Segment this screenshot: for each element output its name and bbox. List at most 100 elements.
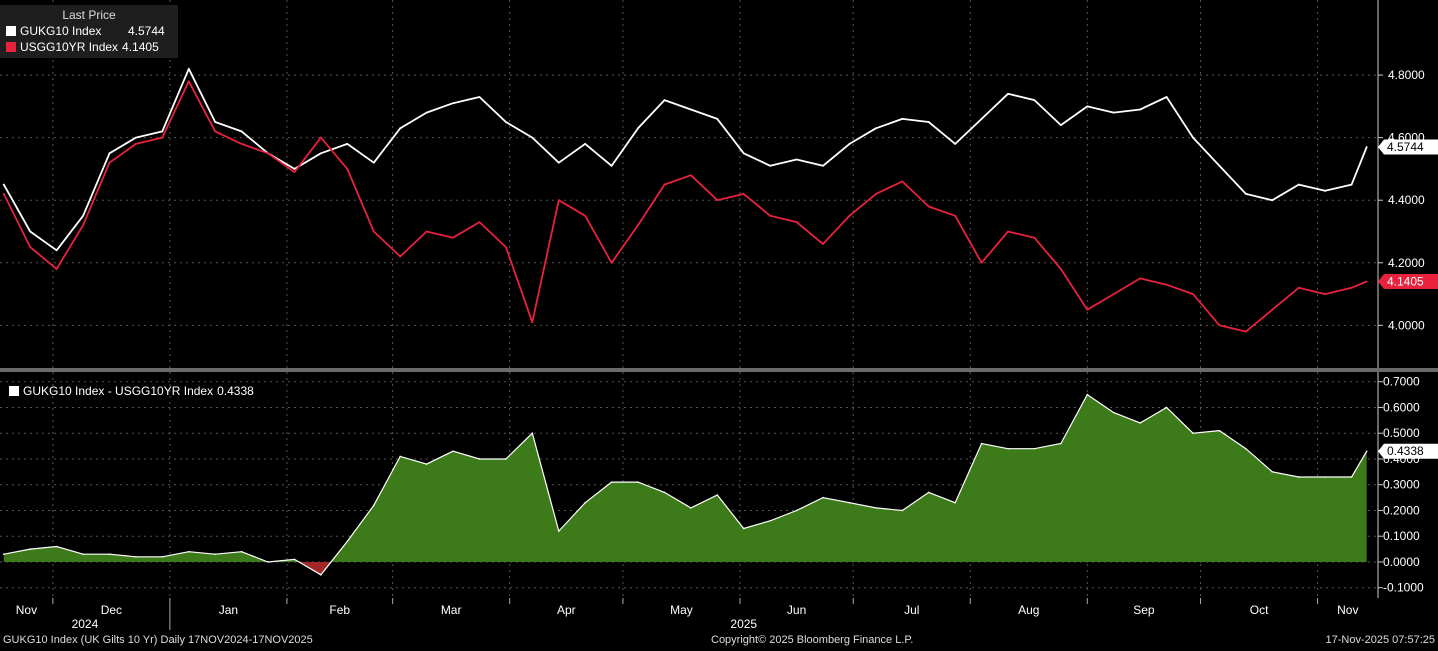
uk-point [2,183,5,186]
us-point [1192,293,1194,295]
uk-value: 4.5744 [128,24,165,38]
us-point [135,142,137,145]
us-point [557,199,560,202]
us-point [610,261,613,264]
uk-point [320,152,322,155]
uk-point [1007,92,1009,95]
spread-point [2,553,5,556]
x-tick-label: Dec [101,603,122,617]
us-point [1297,286,1300,289]
uk-point [1139,108,1142,111]
spread-point [557,530,560,532]
spread-point [584,501,586,504]
spread-point [1060,442,1062,445]
spread-point [954,501,956,504]
spread-point [1350,476,1353,478]
us-point [927,205,930,208]
us-point [1365,280,1368,283]
spread-swatch [9,386,19,396]
us-point [346,168,349,170]
uk-point [55,249,58,252]
uk-point [637,127,639,130]
y-tick-label: 0.2000 [1383,503,1420,517]
uk-point [108,152,111,155]
spread-point [769,519,771,522]
us-last-tag: 4.1405 [1378,274,1438,290]
spread-point [690,507,692,509]
x-tick-label: Aug [1018,603,1039,617]
uk-point [240,130,243,133]
us-point [874,193,877,195]
spread-point [610,481,613,483]
spread-point [1139,422,1141,424]
us-last-tag-box [1378,274,1438,290]
last-value-tags: 4.5744 4.1405 0.4338 [1378,139,1438,459]
us-last-tag-text: 4.1405 [1387,275,1424,289]
spread-point [1086,393,1089,396]
spread-point [240,550,243,553]
y-tick-label: 0.5000 [1383,426,1420,440]
uk-point [478,96,481,98]
uk-label: GUKG10 Index [20,24,102,38]
us-point [742,193,745,195]
uk-point [1324,189,1327,192]
uk-last-tag-text: 4.5744 [1387,140,1424,154]
spread-point [505,458,507,460]
spread-point [1165,406,1168,409]
uk-point [901,117,904,120]
bottom-y-axis-ticks: -0.10000.00000.10000.20000.30000.40000.5… [1378,375,1424,595]
spread-point [1112,411,1115,414]
uk-point [742,152,745,155]
spread-point [399,455,401,458]
spread-point [1271,471,1274,473]
spread-point [1007,447,1009,450]
us-point [1139,277,1142,280]
uk-point [161,130,164,133]
us-point [320,136,322,139]
us-point [1324,293,1327,295]
us-point [504,246,507,249]
uk-point [954,142,957,145]
spread-point [161,556,164,558]
x-tick-label: Jun [787,603,806,617]
y-tick-label: 0.1000 [1383,529,1420,543]
footer-right: 17-Nov-2025 07:57:25 [1325,634,1435,646]
uk-point [769,164,772,167]
uk-point [1350,183,1353,186]
uk-point [135,136,137,139]
uk-point [1165,96,1168,98]
us-point [1350,286,1353,289]
us-point [293,171,296,173]
spread-point [1218,429,1221,432]
spread-point [267,561,269,563]
uk-point [1033,99,1036,102]
x-tick-label: May [670,603,693,617]
spread-last-tag-text: 0.4338 [1387,444,1424,458]
yield-lines [2,67,1368,333]
uk-point [1365,146,1368,148]
legend-header: Last Price [62,8,116,22]
uk-point [795,158,798,161]
us-point [1112,293,1115,295]
spread-point [795,509,798,512]
x-year-label: 2024 [72,617,99,631]
us-point [769,214,772,217]
x-tick-label: Jan [219,603,238,617]
uk-point [1297,183,1300,186]
us-point [584,214,587,217]
y-tick-label: 0.3000 [1383,478,1420,492]
uk-point [980,117,983,120]
us-point [637,224,639,227]
uk-point [346,142,349,145]
us-point [55,268,58,270]
spread-point [135,556,137,558]
bottom-legend: GUKG10 Index - USGG10YR Index 0.4338 [5,383,258,399]
y-tick-label: 0.6000 [1383,400,1420,414]
spread-point [927,491,930,494]
us-point [399,255,402,258]
us-point [980,261,983,264]
y-tick-label: 4.2000 [1388,256,1425,270]
spread-value: 0.4338 [217,384,254,398]
spread-point [478,458,481,460]
